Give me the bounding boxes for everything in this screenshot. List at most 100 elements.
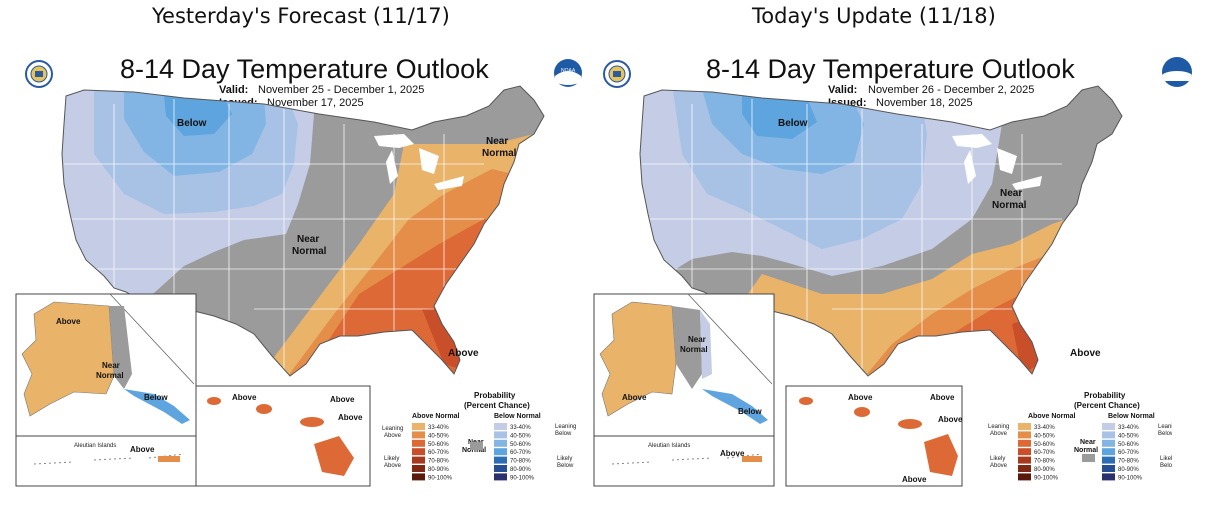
label-ak-normal: Normal [680, 345, 708, 354]
label-above-florida: Above [448, 348, 479, 359]
label-normal-central: Normal [992, 200, 1027, 211]
legend-likely-below: Likely [557, 456, 572, 462]
legend-above-swatch [1018, 456, 1031, 464]
valid-dates: November 25 - December 1, 2025 [258, 84, 424, 96]
legend-below-range: 90-100% [510, 475, 535, 481]
alaska-inset: Near Normal Above Below [593, 293, 775, 437]
legend-below-range: 33-40% [1118, 425, 1139, 431]
legend-below-range: 60-70% [510, 450, 531, 456]
legend-near-swatch [470, 442, 483, 450]
legend-leaning-below-2: Below [1158, 431, 1172, 437]
legend-above-swatch [1018, 448, 1031, 456]
label-hi-above-3: Above [338, 413, 363, 422]
legend-above-range: 60-70% [1034, 450, 1055, 456]
probability-legend: Probability (Percent Chance) Above Norma… [382, 391, 576, 481]
label-above-florida: Above [1070, 348, 1101, 359]
label-below-north: Below [177, 118, 207, 129]
caption-today: Today's Update (11/18) [752, 4, 996, 28]
valid-dates: November 26 - December 2, 2025 [868, 84, 1034, 96]
legend-below-range: 80-90% [510, 467, 531, 473]
issued-date: November 17, 2025 [267, 97, 364, 109]
state-borders [64, 99, 484, 374]
legend-below-swatch [1102, 473, 1115, 481]
legend-below-range: 60-70% [1118, 450, 1139, 456]
svg-text:NOAA: NOAA [561, 68, 576, 74]
state-borders [642, 99, 1062, 374]
legend-above-swatch [412, 423, 425, 430]
map-title: 8-14 Day Temperature Outlook [120, 54, 489, 84]
legend-subtitle: (Percent Chance) [464, 401, 530, 410]
legend-above-swatch [1018, 465, 1031, 472]
alaska-inset: Above Near Normal Below [15, 293, 197, 437]
legend-above-range: 33-40% [428, 425, 449, 431]
legend-normal: Normal [462, 447, 486, 454]
legend-above-range: 80-90% [428, 467, 449, 473]
label-aleutian-above: Above [130, 445, 155, 454]
label-hi-above-4: Above [902, 475, 927, 484]
hawaii-inset: Above Above Above [195, 385, 371, 487]
label-normal-central: Normal [292, 246, 327, 257]
legend-subtitle: (Percent Chance) [1074, 401, 1140, 410]
legend-above-swatch [1018, 473, 1031, 481]
legend-below-swatch [494, 448, 507, 456]
legend-above-swatch [1018, 423, 1031, 430]
legend-likely-below-2: Below [557, 463, 574, 469]
legend-likely-above: Likely [384, 456, 399, 462]
aleutian-title: Aleutian Islands [74, 443, 116, 449]
legend-below-range: 50-60% [1118, 442, 1139, 448]
legend-above-range: 33-40% [1034, 425, 1055, 431]
outlook-map-yesterday: NOAA 8-14 Day Temperature Outlook Valid:… [14, 44, 594, 506]
legend-title: Probability [474, 391, 516, 400]
legend-leaning-above-2: Above [384, 433, 402, 439]
aleutian-inset: Aleutian Islands Above [15, 435, 197, 487]
legend-below-range: 70-80% [1118, 459, 1139, 465]
legend-above-swatch [1018, 439, 1031, 447]
map-title: 8-14 Day Temperature Outlook [706, 54, 1075, 84]
legend-above-swatch [412, 431, 425, 439]
label-hi-above-1: Above [232, 393, 257, 402]
legend-below-swatch [494, 473, 507, 481]
legend-likely-above: Likely [990, 456, 1005, 462]
valid-label: Valid: [828, 84, 857, 96]
label-ak-normal: Normal [96, 371, 124, 380]
label-ak-above: Above [622, 393, 647, 402]
legend-below-range: 70-80% [510, 459, 531, 465]
legend-above-range: 90-100% [1034, 475, 1059, 481]
label-hi-above-3: Above [938, 415, 963, 424]
legend-below-range: 40-50% [1118, 433, 1139, 439]
hawaii-inset: Above Above Above Above [785, 385, 963, 487]
legend-above-swatch [412, 456, 425, 464]
legend-above-swatch [412, 473, 425, 481]
legend-above-swatch [412, 448, 425, 456]
label-near-central: Near [297, 234, 319, 245]
legend-below-swatch [1102, 439, 1115, 447]
noaa-logo-icon: NOAA [554, 59, 582, 87]
legend-above-header: Above Normal [1028, 413, 1076, 420]
valid-label: Valid: [219, 84, 248, 96]
label-hi-above-1: Above [848, 393, 873, 402]
legend-below-header: Below Normal [1108, 413, 1155, 420]
legend-leaning-above: Leaning [382, 426, 403, 432]
label-near-central: Near [1000, 188, 1022, 199]
legend-near-swatch [1082, 454, 1095, 462]
legend-above-swatch [412, 439, 425, 447]
legend-leaning-below-2: Below [555, 431, 572, 437]
legend-above-range: 50-60% [1034, 442, 1055, 448]
legend-likely-above-2: Above [384, 463, 402, 469]
label-ak-above: Above [56, 317, 81, 326]
legend-above-range: 70-80% [1034, 459, 1055, 465]
label-ak-below: Below [738, 407, 762, 416]
legend-above-swatch [1018, 431, 1031, 439]
label-hi-above-2: Above [930, 393, 955, 402]
legend-below-swatch [494, 465, 507, 472]
legend-below-swatch [494, 431, 507, 439]
caption-yesterday: Yesterday's Forecast (11/17) [152, 4, 450, 28]
aleutian-inset: Aleutian Islands Above [593, 435, 775, 487]
legend-below-range: 40-50% [510, 433, 531, 439]
legend-below-swatch [1102, 448, 1115, 456]
legend-above-swatch [412, 465, 425, 472]
legend-above-range: 90-100% [428, 475, 453, 481]
outlook-map-today: 8-14 Day Temperature Outlook Valid: Nove… [592, 44, 1172, 506]
probability-legend: Probability (Percent Chance) Above Norma… [988, 391, 1172, 481]
great-lakes [374, 134, 414, 148]
